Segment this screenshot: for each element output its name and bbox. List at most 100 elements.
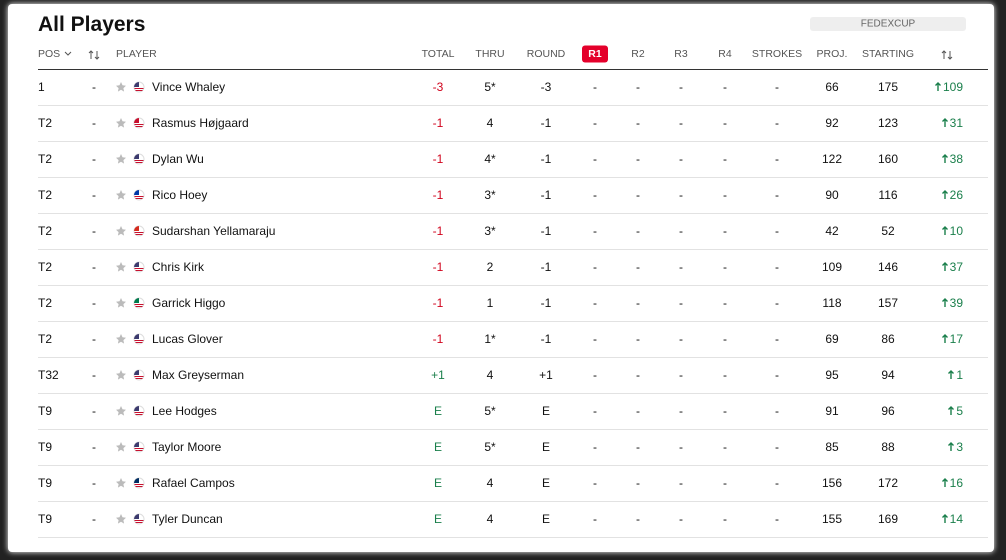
favorite-star[interactable] [116,118,127,129]
position: T9 [38,440,53,454]
favorite-star[interactable] [116,478,127,489]
column-header[interactable]: ROUND [526,48,566,60]
position-change: 39 [949,296,963,310]
cell-strokes: - [775,152,779,166]
title: All Players [38,13,146,36]
position: T2 [38,224,53,238]
cell-starting: 146 [877,260,899,274]
movement: - [92,80,96,94]
row-divider [38,105,988,106]
player-name[interactable]: Vince Whaley [152,80,226,94]
flag [133,189,145,201]
cell-r4: - [723,80,727,94]
player-name[interactable]: Dylan Wu [152,152,204,166]
column-header[interactable]: PLAYER [116,48,157,60]
cell-r1: - [593,224,597,238]
cell-proj: 122 [821,152,843,166]
flag [133,261,145,273]
flag [133,477,145,489]
favorite-star[interactable] [116,514,127,525]
up-arrow [942,334,949,344]
player-name[interactable]: Rico Hoey [152,188,208,202]
cell-r4: - [723,296,727,310]
position: T9 [38,512,53,526]
position-change: 26 [949,188,963,202]
column-header[interactable]: R2 [631,48,645,60]
cell-proj: 156 [821,476,843,490]
favorite-star[interactable] [116,442,127,453]
row-divider [38,429,988,430]
cell-r2: - [636,116,640,130]
movement: - [92,260,96,274]
cell-r3: - [679,512,683,526]
cell-starting: 175 [877,80,899,94]
position: T2 [38,152,53,166]
cell-r2: - [636,512,640,526]
cell-proj: 69 [825,332,839,346]
player-name[interactable]: Taylor Moore [152,440,222,454]
favorite-star[interactable] [116,370,127,381]
up-arrow [942,154,949,164]
cell-r4: - [723,332,727,346]
player-name[interactable]: Garrick Higgo [152,296,226,310]
cell-proj: 90 [825,188,839,202]
tab-label: FEDEXCUP [860,18,916,30]
column-header[interactable]: POS [38,48,61,60]
row-divider [38,177,988,178]
movement: - [92,188,96,202]
column-header[interactable]: R1 [588,48,602,60]
sort-icon [88,50,100,60]
cell-proj: 155 [821,512,843,526]
cell-round: -1 [540,152,552,166]
favorite-star[interactable] [116,154,127,165]
favorite-star[interactable] [116,298,127,309]
cell-r3: - [679,332,683,346]
favorite-star[interactable] [116,190,127,201]
player-name[interactable]: Max Greyserman [152,368,245,382]
header-divider [38,69,988,70]
column-header[interactable]: STARTING [861,48,915,60]
cell-r3: - [679,476,683,490]
column-header[interactable]: STROKES [751,48,803,60]
player-name[interactable]: Lee Hodges [152,404,217,418]
cell-thru: 4 [486,476,494,490]
cell-r2: - [636,368,640,382]
cell-thru: 4 [486,368,494,382]
player-name[interactable]: Lucas Glover [152,332,223,346]
favorite-star[interactable] [116,406,127,417]
up-arrow [942,478,949,488]
favorite-star[interactable] [116,262,127,273]
r1-header[interactable] [582,45,608,63]
cell-r1: - [593,512,597,526]
favorite-star[interactable] [116,82,127,93]
cell-r3: - [679,368,683,382]
player-name[interactable]: Rafael Campos [152,476,235,490]
cell-thru: 1* [484,332,496,346]
row-divider [38,393,988,394]
player-name[interactable]: Rasmus Højgaard [152,116,249,130]
cell-total: E [433,404,443,418]
cell-proj: 118 [822,296,842,310]
cell-starting: 52 [881,224,895,238]
cell-r2: - [636,332,640,346]
column-header[interactable]: R3 [674,48,688,60]
cell-r4: - [723,440,727,454]
player-name[interactable]: Tyler Duncan [152,512,223,526]
cell-r2: - [636,260,640,274]
player-name[interactable]: Sudarshan Yellamaraju [152,224,276,238]
cell-proj: 91 [825,404,839,418]
column-header[interactable]: THRU [475,48,505,60]
fedexcup-tab[interactable]: FEDEXCUP [810,17,966,31]
position: T9 [38,404,53,418]
column-header[interactable]: R4 [718,48,732,60]
column-header[interactable]: PROJ. [816,48,848,60]
favorite-star[interactable] [116,226,127,237]
cell-round: -3 [540,80,552,94]
column-header[interactable]: TOTAL [421,48,455,60]
movement: - [92,476,96,490]
favorite-star[interactable] [116,334,127,345]
player-name[interactable]: Chris Kirk [152,260,205,274]
cell-starting: 86 [881,332,895,346]
cell-round: -1 [540,260,552,274]
movement: - [92,296,96,310]
